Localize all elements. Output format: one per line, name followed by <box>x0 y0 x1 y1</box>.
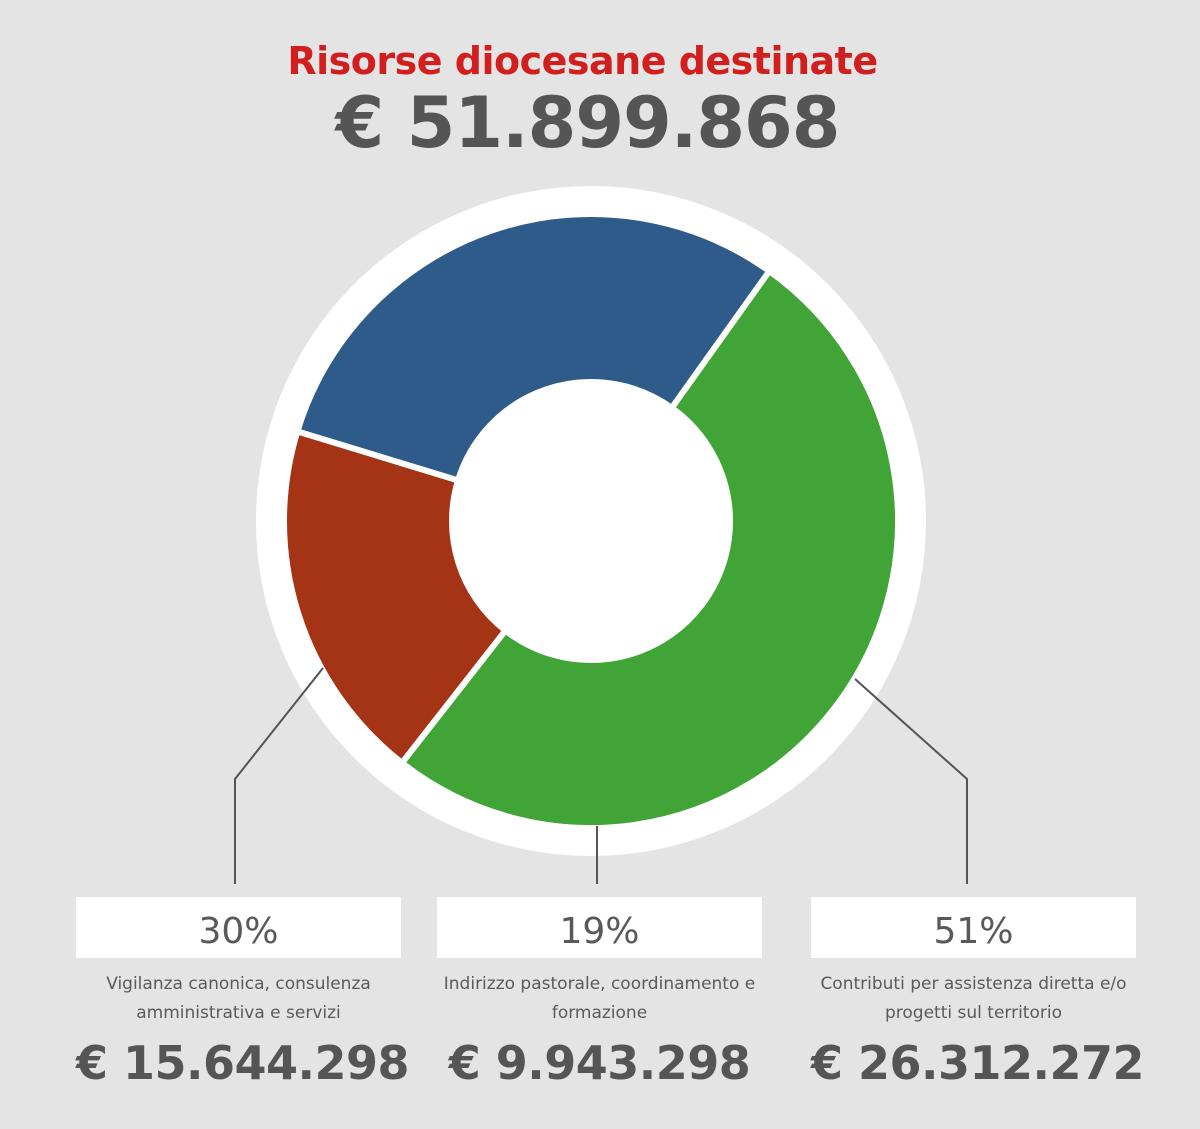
slice-percent-label: 30% <box>76 897 401 958</box>
chart-title: Risorse diocesane destinate <box>287 39 878 83</box>
chart-slices <box>281 211 902 832</box>
slice-amount-label: € 26.312.272 <box>811 1036 1145 1090</box>
leader-line <box>854 678 968 884</box>
total-amount: € 51.899.868 <box>335 82 841 164</box>
leader-line <box>234 667 324 884</box>
slice-description: Vigilanza canonica, consulenza amministr… <box>106 974 371 1023</box>
slice-description: Indirizzo pastorale, coordinamento e for… <box>443 974 756 1023</box>
slice-description: Contributi per assistenza diretta e/o pr… <box>820 974 1127 1023</box>
slice-amount-label: € 15.644.298 <box>76 1036 410 1090</box>
slice-percent-label: 19% <box>437 897 762 958</box>
leader-lines <box>234 667 968 884</box>
slice-percent-label: 51% <box>811 897 1136 958</box>
chart-center-hole <box>452 382 730 660</box>
slice-amount-label: € 9.943.298 <box>448 1036 751 1090</box>
